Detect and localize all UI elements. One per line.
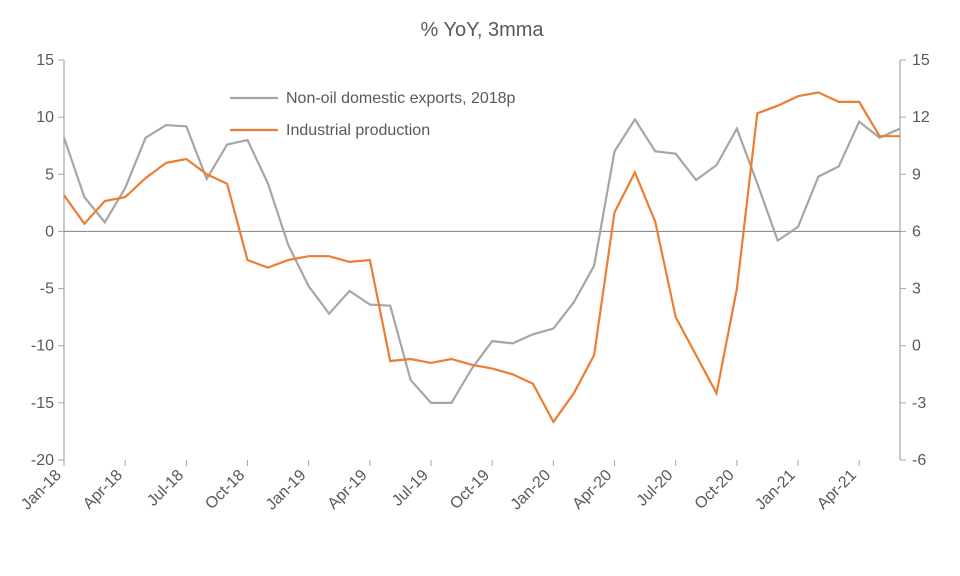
x-tick-label: Oct-19	[447, 467, 493, 513]
y-left-tick-label: 10	[36, 109, 54, 126]
y-right-tick-label: -3	[912, 395, 926, 412]
x-tick-label: Oct-20	[692, 467, 738, 513]
y-left-tick-label: -20	[31, 452, 54, 469]
chart-container: % YoY, 3mma -20 -15 -10 -5 0 5 10 15 -6 -3 0 3 6 9 12…	[0, 0, 960, 576]
x-tick-label: Jan-21	[752, 467, 799, 514]
series-industrial-production	[64, 92, 900, 422]
y-right-axis: -6 -3 0 3 6 9 12 15	[900, 52, 930, 469]
dual-axis-line-chart: % YoY, 3mma -20 -15 -10 -5 0 5 10 15 -6 -3 0 3 6 9 12…	[0, 0, 960, 576]
x-tick-label: Jan-19	[263, 467, 310, 514]
y-left-tick-label: -15	[31, 395, 54, 412]
x-tick-label: Jan-20	[508, 467, 555, 514]
x-tick-label: Apr-21	[814, 467, 860, 513]
y-left-axis: -20 -15 -10 -5 0 5 10 15	[31, 52, 64, 469]
y-right-tick-label: 3	[912, 281, 921, 298]
x-axis: Jan-18 Apr-18 Jul-18 Oct-18 Jan-19 Apr-19 Jul-…	[18, 460, 860, 513]
y-right-tick-label: 12	[912, 109, 930, 126]
x-tick-label: Jul-18	[144, 467, 187, 510]
y-right-tick-label: 6	[912, 223, 921, 240]
legend-label: Non-oil domestic exports, 2018p	[286, 90, 516, 107]
legend-label: Industrial production	[286, 122, 430, 139]
x-tick-label: Jul-20	[634, 467, 677, 510]
x-tick-label: Jan-18	[18, 467, 65, 514]
x-tick-label: Apr-20	[569, 467, 615, 513]
y-right-tick-label: 15	[912, 52, 930, 69]
y-left-tick-label: 5	[45, 166, 54, 183]
y-right-tick-label: 9	[912, 166, 921, 183]
x-tick-label: Oct-18	[202, 467, 248, 513]
y-left-tick-label: -5	[40, 281, 54, 298]
legend: Non-oil domestic exports, 2018p Industria…	[230, 90, 516, 139]
y-left-tick-label: -10	[31, 338, 54, 355]
y-right-tick-label: -6	[912, 452, 926, 469]
x-tick-label: Jul-19	[389, 467, 432, 510]
chart-title: % YoY, 3mma	[420, 19, 544, 41]
x-tick-label: Apr-18	[80, 467, 126, 513]
y-left-tick-label: 0	[45, 223, 54, 240]
y-right-tick-label: 0	[912, 338, 921, 355]
y-left-tick-label: 15	[36, 52, 54, 69]
x-tick-label: Apr-19	[325, 467, 371, 513]
